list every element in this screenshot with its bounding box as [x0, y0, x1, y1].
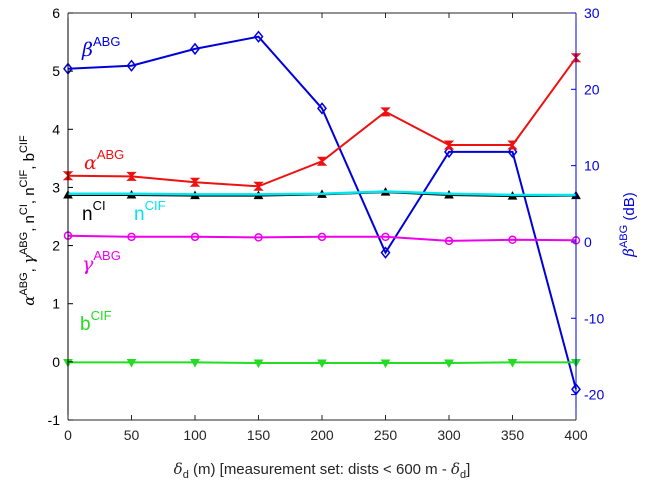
data-point — [317, 359, 327, 369]
data-point — [443, 140, 455, 150]
x-tick-label: 250 — [374, 427, 398, 443]
data-point — [126, 59, 137, 72]
data-point — [381, 232, 390, 242]
left-y-tick-label: 6 — [52, 5, 60, 21]
data-point — [317, 102, 327, 115]
plot-area — [68, 13, 576, 420]
x-tick-label: 300 — [437, 427, 461, 443]
data-point — [190, 42, 200, 56]
data-point — [190, 358, 200, 368]
right-y-axis-label: βABG (dB) — [618, 192, 638, 257]
data-point — [253, 30, 264, 43]
x-tick-label: 100 — [183, 427, 207, 443]
data-point — [190, 232, 200, 242]
data-point — [253, 181, 264, 191]
series-line — [67, 234, 577, 242]
right-y-tick-label: 0 — [584, 234, 592, 250]
left-y-tick-label: -1 — [48, 412, 61, 428]
series-annotation: γABG — [82, 248, 121, 275]
left-y-tick-label: 1 — [52, 296, 60, 312]
data-point — [126, 358, 137, 368]
left-y-tick-label: 4 — [52, 121, 60, 137]
x-tick-label: 200 — [310, 427, 334, 443]
right-y-tick-label: 30 — [584, 5, 600, 21]
x-tick-label: 50 — [124, 427, 140, 443]
right-y-tick-label: -10 — [584, 310, 604, 326]
series-annotation: nCI — [82, 198, 106, 225]
data-point — [126, 171, 137, 181]
x-tick-label: 350 — [501, 427, 525, 443]
right-y-tick-label: 10 — [584, 158, 600, 174]
data-point — [316, 156, 328, 166]
data-point — [444, 145, 454, 159]
series-3 — [68, 190, 576, 197]
series-5 — [63, 358, 581, 369]
left-y-axis-label: αABG, γABG, nCI, nCIF, bCIF — [18, 135, 38, 306]
series-annotation: αABG — [84, 147, 124, 174]
series-annotation: bCIF — [80, 308, 112, 335]
right-y-tick-label: 20 — [584, 81, 600, 97]
data-point — [507, 358, 518, 368]
data-point — [380, 359, 391, 369]
data-point — [380, 107, 391, 117]
data-point — [444, 359, 454, 369]
x-tick-label: 400 — [564, 427, 588, 443]
data-point — [507, 140, 518, 150]
data-point — [253, 359, 264, 369]
right-y-tick-label: -20 — [584, 387, 604, 403]
data-point — [254, 233, 263, 242]
left-y-tick-label: 3 — [52, 179, 60, 195]
series-line — [68, 190, 576, 197]
left-y-tick-label: 0 — [52, 354, 60, 370]
x-axis-label: δd (m) [measurement set: dists < 600 m -… — [174, 460, 471, 481]
data-point — [507, 145, 518, 159]
plot-background — [68, 13, 576, 420]
series-annotation: nCIF — [134, 198, 166, 225]
series-annotation: βABG — [81, 34, 120, 61]
data-point — [127, 232, 136, 242]
x-tick-label: 0 — [64, 427, 72, 443]
labels-layer: δd (m) [measurement set: dists < 600 m -… — [18, 34, 638, 481]
series-1 — [62, 53, 582, 191]
data-point — [444, 236, 454, 246]
left-y-tick-label: 5 — [52, 63, 60, 79]
data-point — [317, 232, 327, 242]
x-tick-label: 150 — [247, 427, 271, 443]
series-line — [67, 35, 577, 390]
data-point — [189, 177, 201, 187]
data-point — [508, 235, 517, 245]
data-point — [380, 246, 391, 259]
left-y-tick-label: 2 — [52, 238, 60, 254]
